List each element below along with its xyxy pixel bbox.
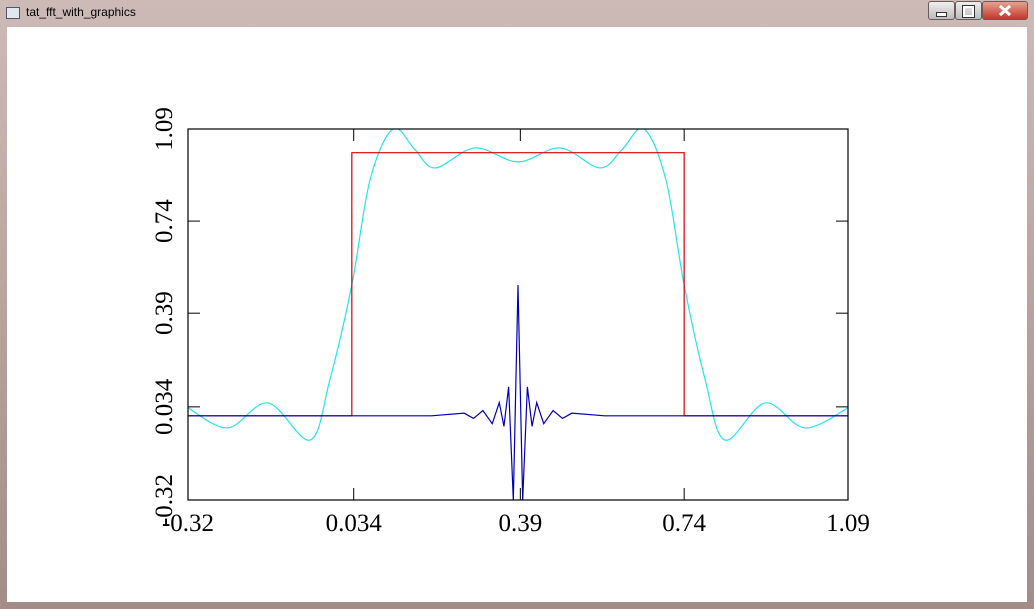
plot-area <box>188 129 848 500</box>
app-icon <box>6 7 20 19</box>
plot-frame <box>187 128 849 501</box>
x-tick-label: 0.39 <box>498 510 542 537</box>
maximize-button[interactable] <box>955 1 982 20</box>
series-line <box>188 152 848 417</box>
x-tick-label: 1.09 <box>826 510 870 537</box>
y-tick-label: 1.09 <box>151 107 178 151</box>
series-line <box>188 129 848 441</box>
title-bar: tat_fft_with_graphics <box>0 0 1034 27</box>
close-icon <box>998 4 1012 17</box>
y-tick-label: 0.39 <box>151 291 178 335</box>
y-tick-label: -0.32 <box>151 474 178 526</box>
x-tick-label: 0.034 <box>326 510 383 537</box>
minimize-button[interactable] <box>928 1 955 20</box>
y-tick-label: 0.74 <box>151 199 178 243</box>
x-tick-label: -0.32 <box>162 510 214 537</box>
x-tick-label: 0.74 <box>662 510 706 537</box>
y-tick-label: 0.034 <box>151 378 178 435</box>
close-button[interactable] <box>982 1 1028 20</box>
window-title: tat_fft_with_graphics <box>26 5 136 19</box>
series-line <box>188 285 848 500</box>
